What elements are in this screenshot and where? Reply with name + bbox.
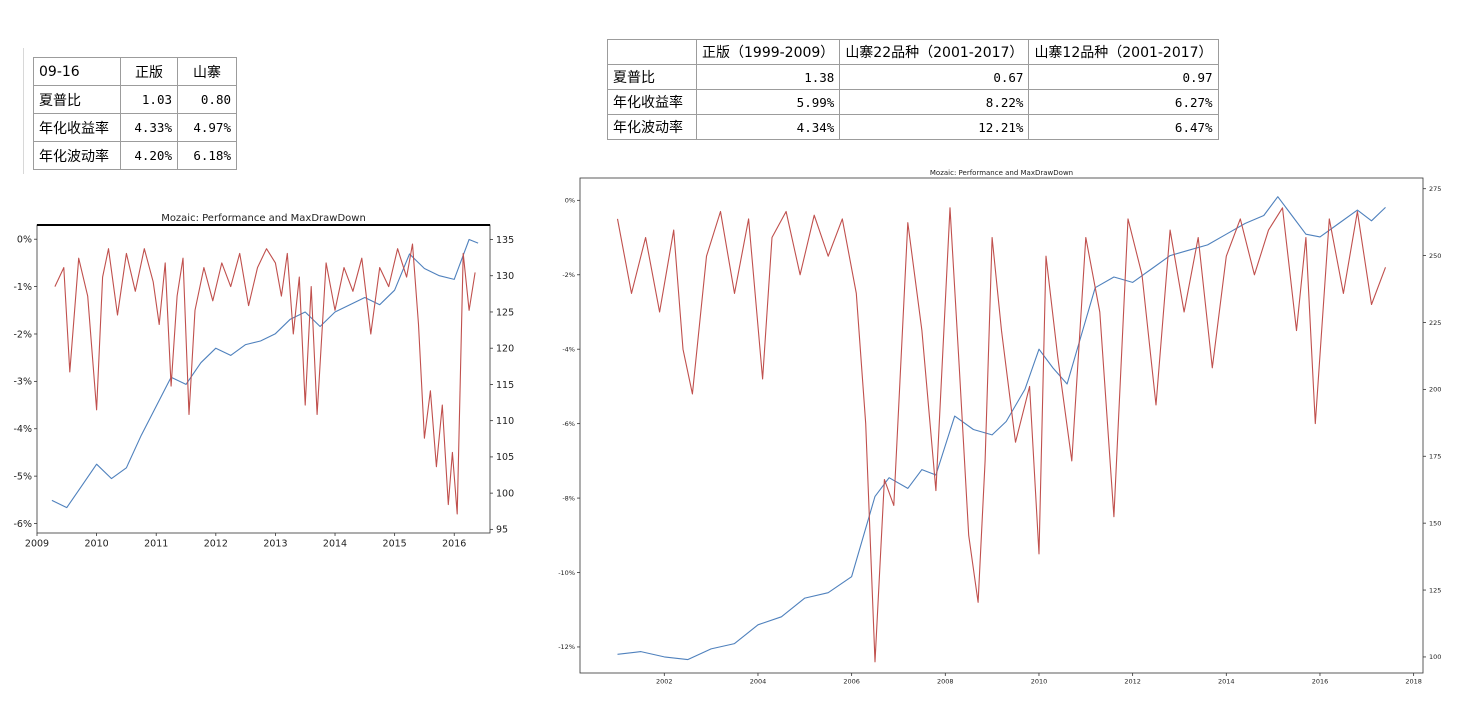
drawdown-line [54, 243, 476, 515]
y-right-tick-label: 95 [496, 525, 508, 536]
y-right-tick-label: 175 [1429, 453, 1441, 461]
x-tick-label: 2014 [1218, 678, 1235, 686]
table-cell: 年化波动率 [33, 141, 121, 170]
y-left-tick-label: -8% [562, 494, 575, 502]
y-right-tick-label: 275 [1429, 185, 1441, 193]
y-right-tick-label: 150 [1429, 519, 1441, 527]
table-cell: 4.33% [120, 113, 178, 142]
stats-table-comparison: 正版（1999-2009） 山寨22品种（2001-2017） 山寨12品种（2… [607, 39, 1219, 140]
x-tick-label: 2011 [144, 539, 168, 550]
performance-line [51, 238, 479, 509]
x-tick-label: 2004 [750, 678, 767, 686]
x-tick-label: 2016 [442, 539, 466, 550]
table-cell: 正版 [120, 57, 178, 86]
x-tick-label: 2015 [383, 539, 407, 550]
y-right-tick-label: 110 [496, 416, 514, 427]
y-left-tick-label: 0% [17, 235, 32, 246]
chart-title: Mozaic: Performance and MaxDrawDown [161, 213, 366, 224]
table-cell: 4.34% [695, 114, 841, 140]
y-left-tick-label: 0% [565, 197, 575, 205]
chart-title: Mozaic: Performance and MaxDrawDown [930, 169, 1073, 177]
y-right-tick-label: 125 [496, 307, 514, 318]
y-right-tick-label: 100 [1429, 653, 1441, 661]
table-cell: 4.97% [177, 113, 237, 142]
table-cell: 夏普比 [33, 85, 121, 114]
table-row: 夏普比 1.03 0.80 [33, 85, 237, 114]
table-cell: 6.18% [177, 141, 237, 170]
table-cell: 0.80 [177, 85, 237, 114]
table-row: 年化波动率 4.34% 12.21% 6.47% [607, 114, 1219, 140]
y-left-tick-label: -6% [562, 420, 575, 428]
table-cell [607, 39, 697, 65]
table-cell: 山寨 [177, 57, 237, 86]
x-tick-label: 2016 [1312, 678, 1329, 686]
table-cell: 6.47% [1028, 114, 1219, 140]
plot-area [36, 224, 491, 534]
table-cell: 正版（1999-2009） [695, 39, 841, 65]
y-left-tick-label: -1% [14, 282, 33, 293]
y-right-tick-label: 100 [496, 488, 514, 499]
table-cell: 6.27% [1028, 89, 1219, 115]
table-cell: 山寨12品种（2001-2017） [1028, 39, 1219, 65]
drawdown-line [616, 207, 1387, 663]
table-cell: 0.67 [839, 64, 1030, 90]
x-tick-label: 2008 [937, 678, 954, 686]
x-tick-label: 2014 [323, 539, 347, 550]
y-left-tick-label: -12% [558, 643, 575, 651]
y-right-tick-label: 200 [1429, 386, 1441, 394]
x-tick-label: 2013 [263, 539, 287, 550]
y-right-tick-label: 115 [496, 380, 514, 391]
y-right-tick-label: 250 [1429, 252, 1441, 260]
x-tick-label: 2009 [25, 539, 49, 550]
x-tick-label: 2002 [656, 678, 673, 686]
table-cell: 4.20% [120, 141, 178, 170]
x-tick-label: 2010 [85, 539, 109, 550]
table-row: 年化收益率 5.99% 8.22% 6.27% [607, 89, 1219, 115]
y-right-tick-label: 120 [496, 344, 514, 355]
y-left-tick-label: -2% [562, 271, 575, 279]
x-tick-label: 2012 [204, 539, 228, 550]
table-cell: 8.22% [839, 89, 1030, 115]
table-cell: 12.21% [839, 114, 1030, 140]
x-tick-label: 2006 [843, 678, 860, 686]
table-cell: 山寨22品种（2001-2017） [839, 39, 1030, 65]
y-left-tick-label: -4% [14, 424, 33, 435]
y-left-tick-label: -6% [14, 519, 33, 530]
y-right-tick-label: 135 [496, 235, 514, 246]
table-row: 夏普比 1.38 0.67 0.97 [607, 64, 1219, 90]
y-left-tick-label: -2% [14, 329, 33, 340]
table-cell: 1.38 [695, 64, 841, 90]
table-header-row: 09-16 正版 山寨 [33, 57, 237, 86]
table-header-row: 正版（1999-2009） 山寨22品种（2001-2017） 山寨12品种（2… [607, 39, 1219, 65]
table-cell: 夏普比 [607, 64, 697, 90]
table-cell: 年化收益率 [607, 89, 697, 115]
performance-line [617, 196, 1386, 661]
margin-rule [23, 48, 24, 174]
mozaic-chart-2009-2016: Mozaic: Performance and MaxDrawDown 2009 2… [14, 213, 515, 550]
y-left-tick-label: -3% [14, 377, 33, 388]
y-right-tick-label: 130 [496, 271, 514, 282]
x-tick-label: 2012 [1124, 678, 1141, 686]
table-cell: 年化收益率 [33, 113, 121, 142]
table-cell: 5.99% [695, 89, 841, 115]
y-right-tick-label: 225 [1429, 319, 1441, 327]
plot-area [579, 177, 1424, 674]
y-left-tick-label: -4% [562, 345, 575, 353]
y-left-tick-label: -10% [558, 569, 575, 577]
x-tick-label: 2010 [1031, 678, 1048, 686]
y-right-tick-label: 125 [1429, 586, 1441, 594]
table-cell: 0.97 [1028, 64, 1219, 90]
table-cell: 09-16 [33, 57, 121, 86]
x-tick-label: 2018 [1405, 678, 1422, 686]
y-right-tick-label: 105 [496, 452, 514, 463]
table-row: 年化波动率 4.20% 6.18% [33, 141, 237, 170]
y-left-tick-label: -5% [14, 471, 33, 482]
table-row: 年化收益率 4.33% 4.97% [33, 113, 237, 142]
table-cell: 年化波动率 [607, 114, 697, 140]
stats-table-2009-2016: 09-16 正版 山寨 夏普比 1.03 0.80 年化收益率 4.33% 4.… [33, 57, 237, 170]
table-cell: 1.03 [120, 85, 178, 114]
